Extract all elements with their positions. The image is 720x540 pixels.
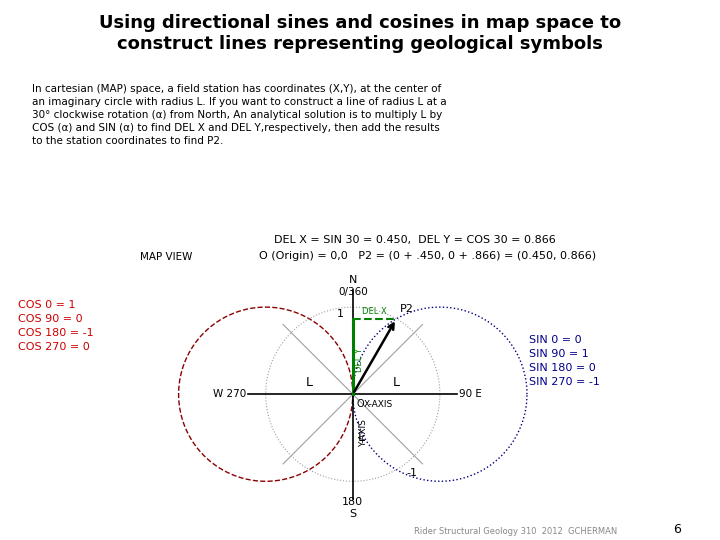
Text: -1: -1: [407, 468, 418, 477]
Text: construct lines representing geological symbols: construct lines representing geological …: [117, 35, 603, 53]
Text: 1: 1: [337, 309, 344, 319]
Text: X-AXIS: X-AXIS: [364, 400, 393, 409]
Text: SIN 0 = 0
SIN 90 = 1
SIN 180 = 0
SIN 270 = -1: SIN 0 = 0 SIN 90 = 1 SIN 180 = 0 SIN 270…: [529, 335, 600, 387]
Text: Using directional sines and cosines in map space to: Using directional sines and cosines in m…: [99, 14, 621, 31]
Text: L: L: [306, 376, 312, 389]
Text: Y-AXIS: Y-AXIS: [359, 420, 368, 447]
Text: S: S: [349, 509, 356, 519]
Text: 6: 6: [673, 523, 681, 536]
Text: 90 E: 90 E: [459, 389, 482, 399]
Text: L: L: [393, 376, 400, 389]
Text: O (Origin) = 0,0   P2 = (0 + .450, 0 + .866) = (0.450, 0.866): O (Origin) = 0,0 P2 = (0 + .450, 0 + .86…: [259, 251, 596, 261]
Text: DEL X: DEL X: [362, 307, 387, 316]
Text: MAP VIEW: MAP VIEW: [140, 252, 193, 262]
Text: N: N: [348, 275, 357, 285]
Text: COS 0 = 1
COS 90 = 0
COS 180 = -1
COS 270 = 0: COS 0 = 1 COS 90 = 0 COS 180 = -1 COS 27…: [18, 300, 94, 352]
Text: P2: P2: [400, 303, 414, 314]
Text: 180: 180: [342, 497, 364, 507]
Text: DEL Y: DEL Y: [356, 348, 364, 372]
Text: 0/360: 0/360: [338, 287, 368, 296]
Text: O: O: [356, 400, 364, 409]
Text: In cartesian (MAP) space, a field station has coordinates (X,Y), at the center o: In cartesian (MAP) space, a field statio…: [32, 84, 447, 146]
Text: DEL X = SIN 30 = 0.450,  DEL Y = COS 30 = 0.866: DEL X = SIN 30 = 0.450, DEL Y = COS 30 =…: [274, 235, 555, 245]
Text: L: L: [358, 431, 365, 444]
Text: Rider Structural Geology 310  2012  GCHERMAN: Rider Structural Geology 310 2012 GCHERM…: [414, 526, 617, 536]
Text: W 270: W 270: [213, 389, 246, 399]
